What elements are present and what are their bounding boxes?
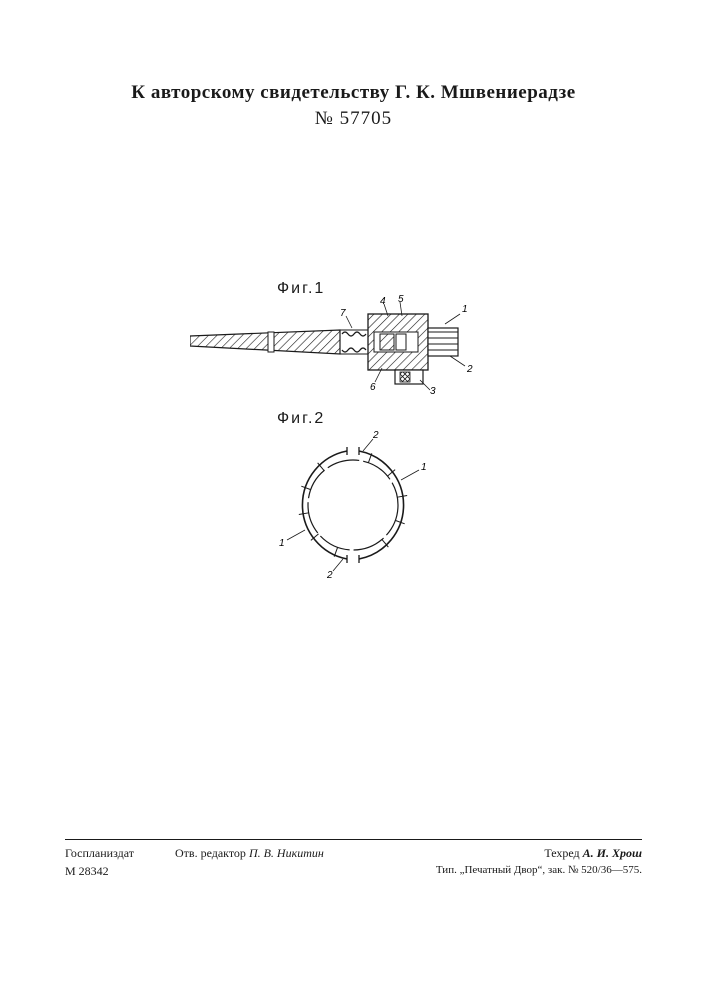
fig2-drawing: 1 1 2 2 (273, 430, 433, 580)
fig1-ref-4: 4 (380, 296, 386, 307)
fig1-ref-2: 2 (466, 364, 473, 375)
footer-typography: Тип. „Печатный Двор“, зак. № 520/36—575. (175, 862, 642, 880)
page-footer: Госпланиздат Отв. редактор П. В. Никитин… (65, 839, 642, 880)
fig1-ref-3: 3 (430, 386, 436, 394)
patent-page: К авторскому свидетельству Г. К. Мшвение… (0, 0, 707, 1000)
fig1-ref-5: 5 (398, 294, 404, 305)
fig2-ref-2b: 2 (326, 570, 333, 580)
fig1-ref-6: 6 (370, 382, 376, 393)
page-header: К авторскому свидетельству Г. К. Мшвение… (0, 82, 707, 130)
footer-rule (65, 839, 642, 840)
footer-publisher: Госпланиздат (65, 844, 175, 862)
footer-editor-name: П. В. Никитин (249, 846, 324, 860)
footer-editor: Отв. редактор П. В. Никитин (175, 844, 462, 862)
fig2-ref-1b: 1 (279, 538, 285, 549)
footer-row-2: М 28342 Тип. „Печатный Двор“, зак. № 520… (65, 862, 642, 880)
fig1-ref-7: 7 (340, 308, 346, 319)
footer-tech: Техред А. И. Хрош (462, 844, 642, 862)
footer-row-1: Госпланиздат Отв. редактор П. В. Никитин… (65, 844, 642, 862)
header-author-line: К авторскому свидетельству Г. К. Мшвение… (0, 82, 707, 104)
fig1-ref-1: 1 (462, 304, 468, 315)
fig1-drawing: 1 2 3 4 5 6 7 (190, 294, 480, 394)
footer-tech-name: А. И. Хрош (583, 846, 642, 860)
footer-tech-label: Техред (544, 846, 579, 860)
footer-code: М 28342 (65, 862, 175, 880)
footer-editor-label: Отв. редактор (175, 846, 246, 860)
fig2-label: Фиг.2 (277, 410, 325, 428)
fig2-ref-1a: 1 (421, 462, 427, 473)
fig2-ref-2a: 2 (372, 430, 379, 441)
header-patent-number: № 57705 (0, 108, 707, 130)
